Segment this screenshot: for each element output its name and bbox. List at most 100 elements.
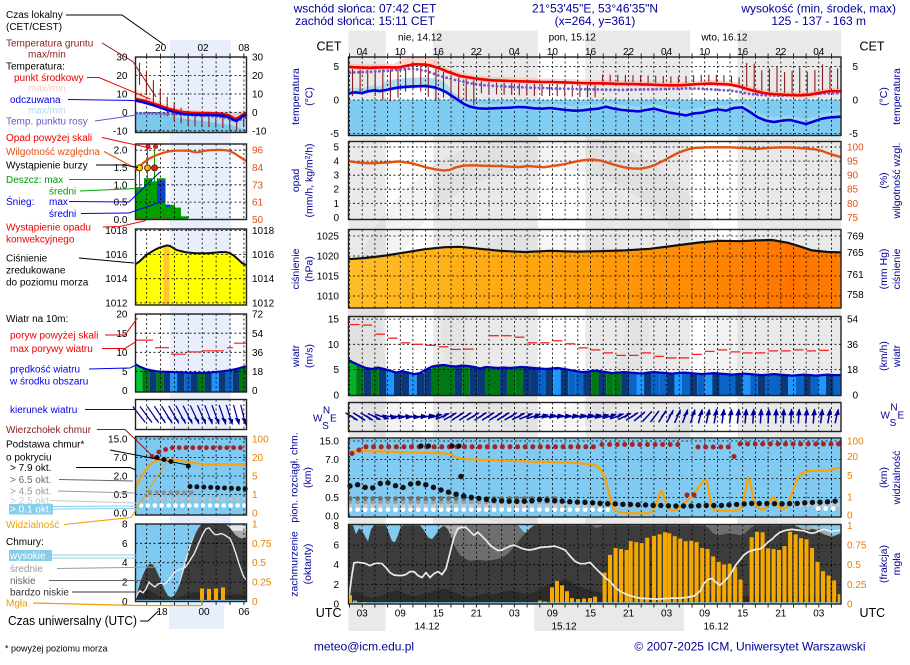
svg-text:> 0.1 okt.: > 0.1 okt. (10, 505, 51, 516)
svg-text:0: 0 (847, 511, 853, 522)
svg-text:1: 1 (252, 490, 258, 501)
svg-text:poryw powyżej skali: poryw powyżej skali (10, 331, 98, 342)
svg-text:zachód słońca: 15:11 CET: zachód słońca: 15:11 CET (295, 14, 436, 28)
svg-text:-5: -5 (849, 129, 858, 140)
svg-text:10: 10 (252, 90, 264, 101)
svg-text:75: 75 (847, 213, 859, 224)
svg-text:Wiatr na 10m:: Wiatr na 10m: (6, 314, 68, 325)
svg-text:4: 4 (333, 157, 339, 168)
svg-text:UTC: UTC (860, 606, 886, 620)
svg-text:Podstawa chmur*: Podstawa chmur* (6, 440, 84, 451)
svg-text:0.5: 0.5 (252, 558, 266, 569)
svg-text:1018: 1018 (105, 226, 128, 237)
svg-text:0: 0 (122, 386, 128, 397)
svg-text:0.75: 0.75 (252, 539, 272, 550)
svg-text:15: 15 (737, 609, 749, 620)
svg-text:18: 18 (847, 365, 859, 376)
svg-text:0.25: 0.25 (252, 578, 272, 589)
svg-text:(m/s): (m/s) (304, 344, 316, 368)
svg-text:0: 0 (847, 600, 853, 611)
svg-text:E: E (898, 411, 905, 422)
svg-text:100: 100 (847, 143, 864, 154)
svg-text:(x=264, y=361): (x=264, y=361) (555, 14, 636, 28)
svg-text:Deszcz: max: Deszcz: max (6, 175, 63, 186)
svg-text:CET: CET (317, 40, 342, 54)
svg-text:50: 50 (252, 215, 264, 226)
svg-text:-10: -10 (252, 126, 267, 137)
svg-text:0: 0 (252, 108, 258, 119)
svg-text:09: 09 (699, 609, 711, 620)
svg-text:30: 30 (252, 53, 264, 64)
svg-text:(mm Hg): (mm Hg) (878, 249, 890, 290)
svg-text:10: 10 (116, 348, 128, 359)
svg-text:Czas uniwersalny (UTC): Czas uniwersalny (UTC) (8, 613, 137, 628)
svg-text:0: 0 (333, 390, 339, 401)
svg-text:Czas lokalny: Czas lokalny (6, 10, 63, 21)
svg-text:(CET/CEST): (CET/CEST) (6, 22, 62, 33)
svg-text:0.5: 0.5 (325, 493, 339, 504)
svg-text:15: 15 (328, 315, 340, 326)
svg-text:54: 54 (847, 315, 859, 326)
svg-text:Wystąpienie burzy: Wystąpienie burzy (6, 161, 88, 172)
svg-text:ciśnienie: ciśnienie (891, 248, 903, 289)
svg-text:Temperatura gruntu: Temperatura gruntu (6, 39, 93, 50)
svg-text:2.0: 2.0 (325, 474, 339, 485)
svg-text:8: 8 (333, 521, 339, 532)
svg-text:2: 2 (333, 580, 339, 591)
svg-text:Ciśnienie: Ciśnienie (6, 254, 48, 265)
svg-text:03: 03 (813, 609, 825, 620)
svg-text:0.5: 0.5 (847, 560, 861, 571)
svg-text:(%): (%) (878, 172, 890, 188)
svg-text:Wystąpienie opadu: Wystąpienie opadu (6, 223, 91, 234)
svg-text:konwekcyjnego: konwekcyjnego (6, 235, 75, 246)
svg-text:wiatr: wiatr (290, 344, 302, 368)
svg-text:0: 0 (122, 597, 128, 608)
svg-text:średni: średni (49, 209, 76, 220)
svg-text:73: 73 (252, 180, 264, 191)
svg-text:prędkość wiatru: prędkość wiatru (10, 365, 80, 376)
svg-text:1014: 1014 (252, 274, 275, 285)
svg-text:61: 61 (252, 198, 264, 209)
svg-text:1: 1 (847, 521, 853, 532)
svg-text:5: 5 (333, 143, 339, 154)
svg-text:kierunek wiatru: kierunek wiatru (10, 405, 77, 416)
svg-text:0.5: 0.5 (114, 198, 128, 209)
svg-text:769: 769 (847, 232, 864, 243)
svg-text:wto, 16.12: wto, 16.12 (700, 33, 748, 44)
svg-text:(frakcja): (frakcja) (878, 545, 890, 583)
svg-text:5: 5 (333, 365, 339, 376)
svg-text:opad: opad (290, 169, 302, 193)
svg-text:0.0: 0.0 (114, 215, 128, 226)
svg-text:* powyżej poziomu morza: * powyżej poziomu morza (5, 644, 108, 654)
svg-text:1012: 1012 (252, 298, 275, 309)
svg-text:4: 4 (333, 560, 339, 571)
svg-text:nie, 14.12: nie, 14.12 (398, 33, 442, 44)
svg-text:punkt środkowy: punkt środkowy (14, 73, 83, 84)
svg-text:(oktanty): (oktanty) (302, 544, 314, 585)
svg-text:0.25: 0.25 (847, 580, 867, 591)
svg-text:90: 90 (847, 171, 859, 182)
svg-text:max/min: max/min (28, 84, 66, 95)
svg-text:03: 03 (509, 609, 521, 620)
svg-text:5: 5 (847, 471, 853, 482)
svg-text:Opad powyżej skali: Opad powyżej skali (6, 133, 92, 144)
svg-text:1016: 1016 (252, 250, 275, 261)
svg-text:20: 20 (252, 71, 264, 82)
svg-text:80: 80 (847, 199, 859, 210)
svg-text:125 - 137 - 163 m: 125 - 137 - 163 m (771, 14, 866, 28)
svg-text:mgła: mgła (891, 552, 903, 575)
svg-text:06: 06 (238, 607, 250, 618)
svg-text:wysokie: wysokie (9, 551, 46, 562)
svg-text:S: S (890, 418, 897, 429)
svg-text:średnie: średnie (10, 564, 43, 575)
svg-text:0: 0 (252, 386, 258, 397)
svg-text:(°C): (°C) (878, 87, 890, 106)
svg-text:18: 18 (156, 607, 168, 618)
svg-text:Mgła: Mgła (6, 599, 28, 610)
svg-text:W: W (313, 414, 323, 425)
svg-text:1020: 1020 (317, 252, 340, 263)
svg-text:96: 96 (252, 146, 264, 157)
svg-text:(km): (km) (878, 467, 890, 488)
svg-text:09: 09 (547, 609, 559, 620)
svg-text:1: 1 (847, 493, 853, 504)
